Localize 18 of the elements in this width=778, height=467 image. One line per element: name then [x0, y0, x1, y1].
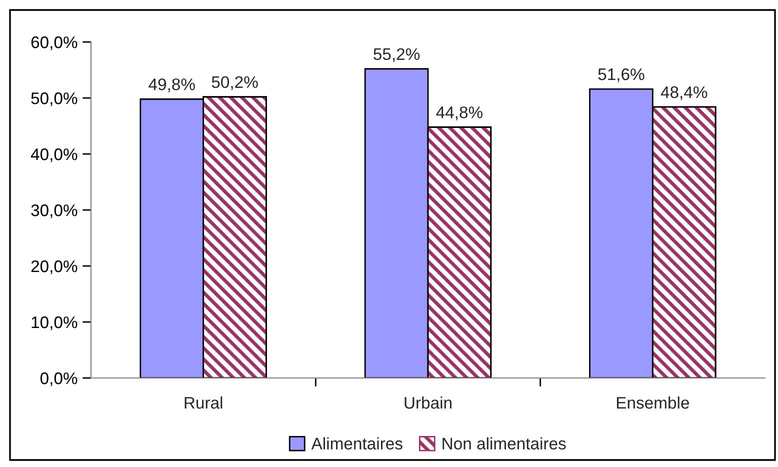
y-tick-label: 50,0%	[31, 92, 78, 106]
y-tick-label: 20,0%	[31, 260, 78, 274]
y-tick-label: 0,0%	[40, 372, 78, 386]
legend-label: Alimentaires	[311, 437, 402, 450]
y-tick-label: 30,0%	[31, 204, 78, 218]
data-label: 51,6%	[598, 68, 644, 82]
data-label: 48,4%	[660, 86, 708, 100]
x-tick-label: Rural	[184, 396, 222, 409]
data-label: 49,8%	[148, 78, 195, 92]
x-tick-label: Ensemble	[616, 396, 689, 409]
y-tick-label: 60,0%	[31, 36, 78, 50]
legend-label: Non alimentaires	[442, 437, 566, 450]
data-label: 55,2%	[374, 48, 420, 62]
data-label: 44,8%	[436, 106, 482, 120]
y-tick-label: 40,0%	[30, 148, 78, 162]
data-label: 50,2%	[212, 76, 258, 90]
y-tick-label: 10,0%	[32, 316, 78, 330]
x-tick-label: Urbain	[404, 396, 452, 409]
